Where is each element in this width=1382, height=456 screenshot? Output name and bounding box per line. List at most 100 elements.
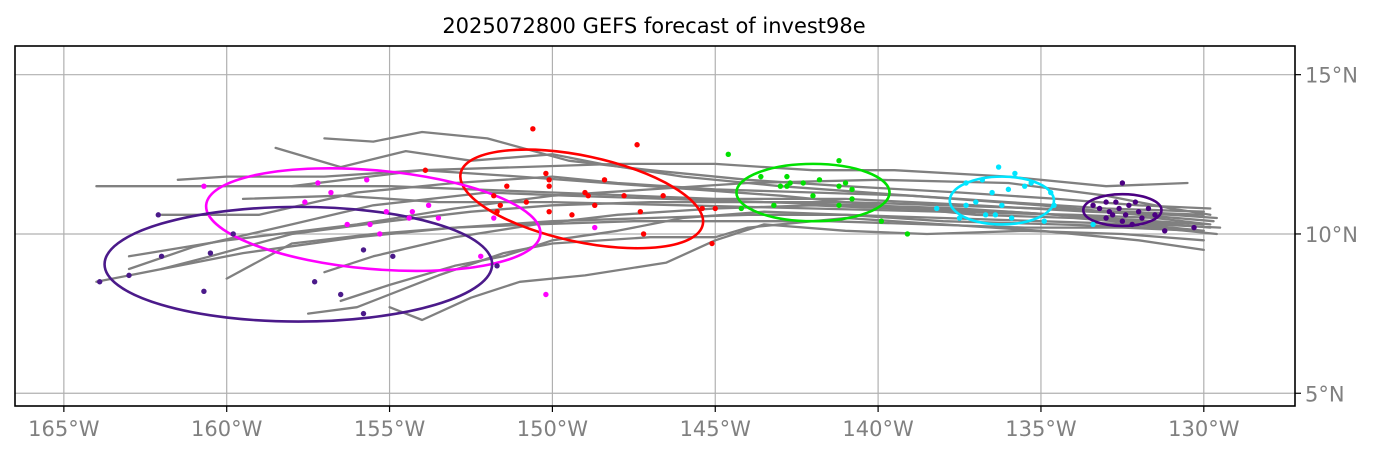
forecast-position-point: [1005, 186, 1012, 193]
forecast-position-point: [758, 173, 764, 180]
ensemble-track: [388, 223, 1205, 322]
forecast-position-point: [712, 205, 718, 212]
forecast-position-point: [337, 291, 344, 298]
forecast-position-point: [491, 193, 497, 199]
forecast-position-point: [1106, 208, 1113, 215]
ensemble-tracks: [95, 130, 1222, 322]
forecast-position-point: [494, 208, 500, 215]
forecast-position-point: [201, 183, 207, 189]
forecast-position-point: [725, 151, 731, 158]
forecast-position-point: [409, 208, 416, 215]
x-tick-label: 150°W: [517, 417, 589, 441]
forecast-position-point: [230, 231, 236, 237]
spread-ellipse: [459, 148, 705, 250]
forecast-position-point: [601, 177, 608, 183]
forecast-position-point: [504, 183, 510, 189]
forecast-position-point: [377, 231, 383, 237]
x-tick-label: 140°W: [842, 417, 914, 441]
forecast-position-point: [546, 177, 552, 183]
forecast-position-point: [963, 180, 969, 186]
forecast-position-point: [904, 231, 911, 237]
forecast-position-point: [530, 126, 536, 132]
forecast-position-point: [1132, 199, 1139, 205]
chart-title: 2025072800 GEFS forecast of invest98e: [442, 14, 865, 38]
forecast-position-point: [383, 208, 389, 215]
y-tick-label: 10°N: [1305, 223, 1358, 247]
forecast-position-point: [364, 177, 370, 183]
forecast-position-point: [709, 240, 715, 247]
forecast-position-point: [836, 202, 842, 208]
forecast-position-point: [543, 170, 549, 177]
forecast-position-point: [999, 202, 1005, 208]
forecast-position-point: [344, 221, 350, 228]
forecast-position-point: [1012, 170, 1018, 177]
forecast-position-point: [491, 215, 497, 221]
forecast-position-point: [771, 202, 777, 208]
forecast-position-point: [1090, 221, 1096, 228]
forecast-position-point: [155, 212, 162, 218]
forecast-position-point: [1119, 180, 1126, 186]
x-axis-ticks: 165°W 160°W 155°W 150°W 145°W 140°W 135°W 130°W: [28, 406, 1240, 441]
forecast-position-point: [849, 186, 855, 193]
forecast-position-point: [1051, 202, 1057, 208]
forecast-position-point: [1135, 208, 1142, 215]
forecast-position-point: [96, 279, 103, 285]
ensemble-track: [127, 178, 1212, 258]
forecast-position-point: [360, 310, 367, 317]
forecast-position-point: [585, 193, 591, 199]
forecast-position-point: [302, 199, 308, 205]
forecast-position-point: [1162, 228, 1168, 234]
forecast-position-point: [592, 202, 598, 208]
ensemble-track: [339, 210, 1218, 303]
forecast-position-point: [406, 215, 412, 221]
ensemble-track: [160, 200, 1205, 271]
x-tick-label: 135°W: [1005, 417, 1077, 441]
y-tick-label: 5°N: [1305, 382, 1345, 406]
forecast-position-point: [328, 189, 334, 196]
forecast-position-point: [784, 173, 790, 180]
ensemble-track: [290, 169, 1222, 229]
plot-frame: [14, 45, 1296, 407]
forecast-position-point: [634, 142, 640, 148]
spread-ellipse: [735, 162, 891, 223]
spread-ellipse: [948, 175, 1056, 226]
forecast-position-point: [1096, 205, 1103, 212]
ensemble-track: [225, 220, 1199, 280]
forecast-position-point: [546, 208, 552, 215]
forecast-position-point: [425, 202, 432, 208]
forecast-position-point: [1119, 218, 1126, 224]
forecast-position-point: [963, 202, 969, 208]
spread-ellipses: [103, 148, 1163, 323]
forecast-position-point: [1122, 212, 1129, 218]
forecast-position-point: [315, 180, 321, 186]
forecast-position-point: [842, 180, 849, 186]
forecast-position-point: [784, 183, 790, 189]
forecast-position-point: [800, 180, 806, 186]
x-tick-label: 145°W: [680, 417, 752, 441]
forecast-position-point: [158, 253, 165, 259]
forecast-position-point: [849, 196, 855, 202]
forecast-position-point: [878, 218, 885, 224]
forecast-position-point: [1103, 199, 1109, 205]
spread-ellipse: [204, 167, 542, 273]
forecast-position-point: [390, 253, 396, 259]
forecast-position-point: [1021, 183, 1028, 189]
forecast-position-point: [1041, 218, 1047, 224]
ensemble-track: [323, 130, 1212, 210]
forecast-position-point: [546, 183, 552, 189]
x-tick-label: 160°W: [191, 417, 263, 441]
ensemble-track: [160, 175, 1205, 216]
forecast-position-point: [738, 205, 745, 212]
forecast-position-point: [1090, 202, 1096, 208]
forecast-position-point: [478, 253, 484, 259]
x-tick-label: 165°W: [28, 417, 100, 441]
forecast-position-point: [360, 247, 367, 253]
forecast-position-point: [816, 177, 823, 183]
forecast-position-point: [592, 224, 598, 231]
forecast-position-point: [621, 193, 627, 199]
forecast-position-point: [956, 215, 963, 221]
forecast-position-point: [543, 291, 549, 298]
forecast-position-point: [973, 199, 979, 205]
forecast-position-point: [699, 205, 705, 212]
